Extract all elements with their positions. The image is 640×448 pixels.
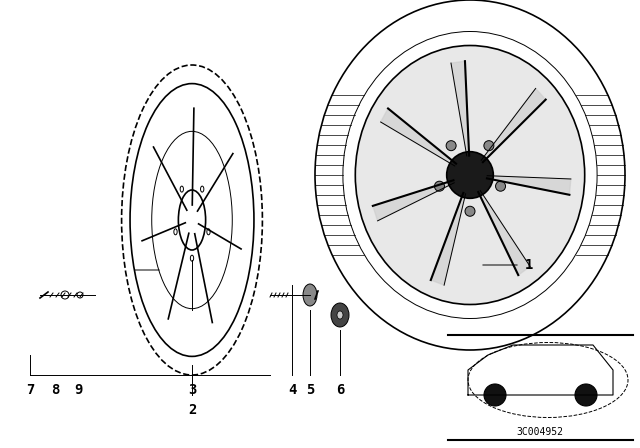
Text: 9: 9 [74,383,82,397]
Circle shape [484,384,506,406]
Circle shape [465,206,475,216]
Ellipse shape [337,311,343,319]
Polygon shape [431,193,465,285]
Circle shape [575,384,597,406]
Polygon shape [373,180,454,221]
Text: 2: 2 [188,403,196,417]
Circle shape [495,181,506,191]
Text: 7: 7 [26,383,34,397]
Polygon shape [451,61,469,156]
Circle shape [446,141,456,151]
Polygon shape [481,88,546,162]
Circle shape [447,152,493,198]
Polygon shape [381,108,456,166]
Polygon shape [478,190,530,275]
Text: 3C004952: 3C004952 [516,427,563,437]
Ellipse shape [303,284,317,306]
Circle shape [484,141,494,151]
Text: 5: 5 [306,383,314,397]
Text: 4: 4 [288,383,296,397]
Circle shape [435,181,444,191]
Text: 8: 8 [51,383,59,397]
Polygon shape [487,176,571,195]
Text: 3: 3 [188,383,196,397]
Ellipse shape [355,46,585,305]
Ellipse shape [331,303,349,327]
Text: 6: 6 [336,383,344,397]
Text: 1: 1 [525,258,533,272]
